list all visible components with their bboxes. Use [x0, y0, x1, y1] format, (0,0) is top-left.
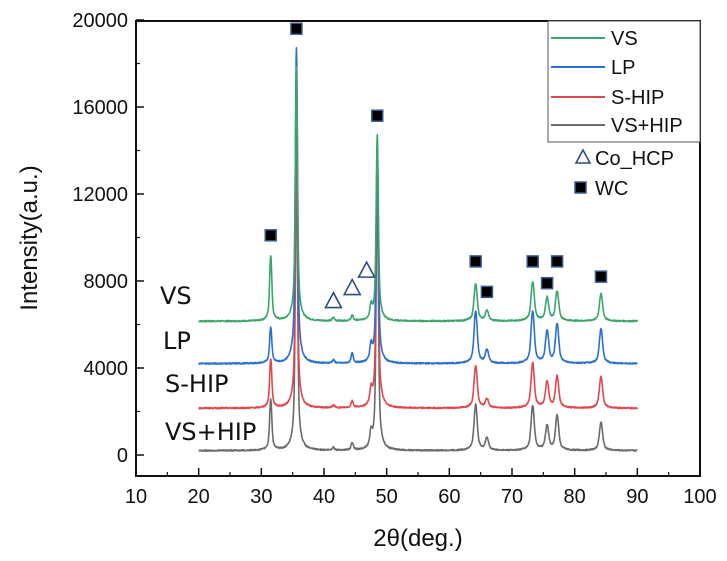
x-tick-label: 10 [125, 486, 147, 508]
legend-label-co-hcp: Co_HCP [595, 148, 674, 170]
legend-triangle-icon [574, 148, 592, 164]
x-tick-label: 60 [438, 486, 460, 508]
x-tick-label: 100 [683, 486, 716, 508]
x-tick-label: 70 [501, 486, 523, 508]
legend-label-wc: WC [595, 178, 628, 200]
series-line-vs [198, 65, 639, 323]
series-line-lp [198, 46, 638, 365]
legend-label-vs: VS [611, 28, 638, 50]
legend-label-vs-hip: VS+HIP [611, 115, 683, 137]
wc-marker [526, 255, 539, 268]
sample-label-vs: VS [160, 282, 192, 310]
y-tick-label: 16000 [72, 97, 128, 119]
axis-layer: 10 20 30 40 50 60 70 80 90 100 0 4000 8000 12000 16000… [72, 10, 716, 508]
legend: VS LP S-HIP VS+HIP Co_HCP WC [547, 20, 701, 200]
series-layer [198, 46, 639, 452]
x-tick-label: 80 [564, 486, 586, 508]
wc-marker [550, 255, 564, 268]
marker-layer [264, 22, 608, 309]
x-tick-label: 50 [376, 486, 398, 508]
legend-label-s-hip: S-HIP [611, 87, 664, 109]
wc-marker [469, 255, 482, 268]
x-tick-label: 40 [313, 486, 335, 508]
x-tick-label: 20 [188, 486, 210, 508]
series-line-s-hip [198, 135, 638, 410]
y-axis-title: Intensity(a.u.) [16, 165, 43, 310]
wc-marker [480, 285, 494, 299]
sample-label-vs-hip: VS+HIP [165, 418, 256, 446]
series-line-vs-hip [198, 167, 638, 452]
legend-box [547, 20, 701, 143]
legend-label-lp: LP [611, 57, 635, 79]
y-tick-label: 8000 [84, 271, 129, 293]
wc-marker [371, 109, 384, 122]
x-tick-label: 90 [626, 486, 648, 508]
legend-square-icon [574, 181, 587, 194]
x-axis-title: 2θ(deg.) [373, 525, 462, 552]
co-hcp-marker [324, 290, 343, 309]
x-tick-label: 30 [250, 486, 272, 508]
y-tick-label: 4000 [84, 358, 129, 380]
wc-marker [594, 270, 608, 283]
co-hcp-marker [357, 260, 376, 278]
wc-marker [540, 276, 554, 290]
sample-label-s-hip: S-HIP [165, 370, 229, 398]
wc-marker [290, 22, 303, 35]
wc-marker [264, 229, 277, 242]
y-tick-label: 20000 [72, 10, 128, 32]
y-tick-label: 12000 [72, 184, 128, 206]
y-tick-label: 0 [117, 445, 128, 467]
co-hcp-marker [342, 277, 362, 296]
sample-label-lp: LP [163, 327, 191, 355]
